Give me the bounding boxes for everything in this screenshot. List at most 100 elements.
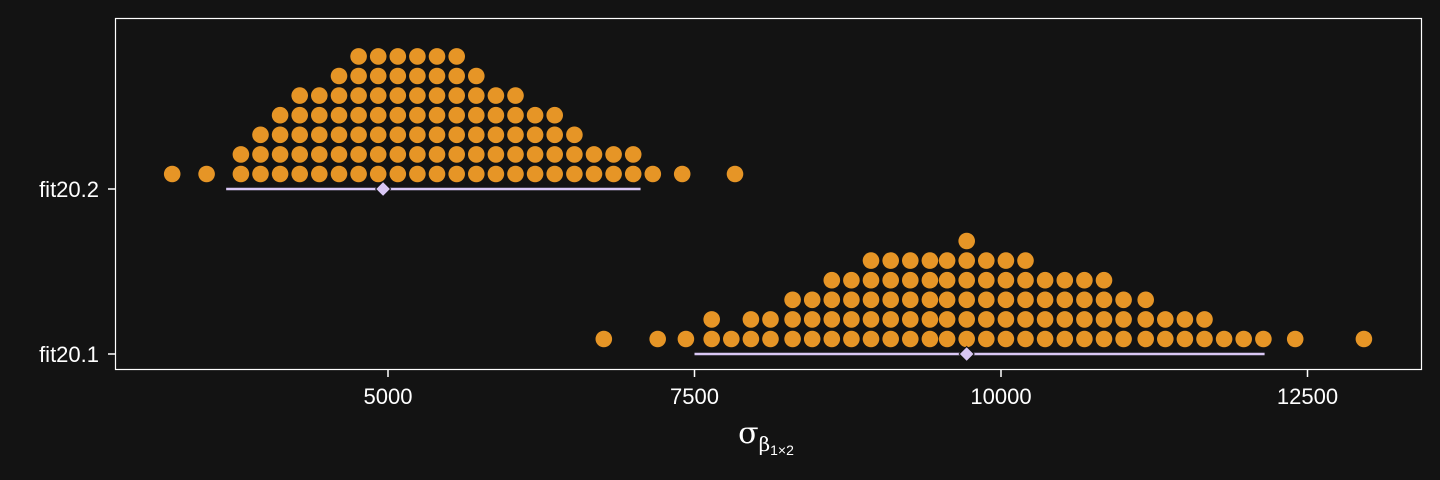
dot-fit20.2-17-3 [526,106,544,124]
dot-fit20.2-8-1 [350,146,367,163]
dot-fit20.1-14-0 [921,330,939,348]
interval-layer [226,180,1265,363]
dot-fit20.1-21-1 [1056,311,1074,328]
dot-fit20.1-9-3 [823,271,841,289]
point-estimate-fit20.1 [958,345,975,363]
dot-fit20.1-11-1 [862,311,880,328]
dot-fit20.1-26-1 [1157,311,1174,328]
dot-fit20.2-9-4 [369,87,387,104]
dot-fit20.1-5-0 [742,330,760,348]
dot-fit20.2-9-2 [369,126,387,144]
dot-fit20.1-20-0 [1036,330,1054,348]
dot-fit20.2-10-0 [389,165,407,183]
dot-fit20.2-22-0 [624,165,642,183]
dot-fit20.2-9-5 [369,67,387,85]
dot-fit20.1-10-3 [843,271,860,289]
dot-fit20.2-7-4 [330,87,348,104]
dot-fit20.1-22-3 [1076,271,1093,289]
dot-fit20.2-4-0 [271,165,289,183]
dot-fit20.1-6-1 [762,311,779,328]
dot-fit20.2-8-4 [350,87,367,104]
dot-fit20.1-18-3 [997,271,1015,289]
dot-fit20.2-15-3 [487,106,505,124]
y-tick-label-fit20.2: fit20.2 [39,177,99,202]
dot-fit20.2-15-2 [487,126,505,144]
dot-fit20.1-7-2 [784,291,801,309]
dot-fit20.1-33-0 [1355,330,1373,348]
dot-fit20.2-4-3 [271,106,289,124]
dot-fit20.2-0-0 [163,165,181,183]
dot-fit20.1-0-0 [595,330,613,348]
dot-fit20.1-18-1 [997,311,1015,328]
x-tick-label-7500: 7500 [670,384,719,409]
dot-fit20.2-16-0 [507,165,524,183]
dot-fit20.1-20-1 [1036,311,1054,328]
dot-fit20.2-5-1 [291,146,309,163]
dot-fit20.2-15-0 [487,165,505,183]
dot-fit20.2-16-2 [507,126,524,144]
dot-fit20.1-15-2 [938,291,956,309]
dot-fit20.2-16-4 [507,87,524,104]
dot-fit20.2-12-0 [428,165,446,183]
dot-fit20.2-5-0 [291,165,309,183]
dot-fit20.1-28-1 [1196,311,1213,328]
dot-fit20.1-11-3 [862,271,880,289]
dot-fit20.1-19-0 [1017,330,1034,348]
dot-fit20.2-13-4 [448,87,466,104]
dot-fit20.2-6-3 [311,106,328,124]
dot-fit20.1-17-1 [978,311,995,328]
dot-fit20.2-18-2 [546,126,563,144]
dot-fit20.1-16-1 [958,311,975,328]
dot-fit20.2-25-0 [726,165,744,183]
dot-fit20.1-4-0 [723,330,740,348]
dot-fit20.2-9-0 [369,165,387,183]
dot-fit20.1-11-4 [862,252,880,269]
dot-fit20.1-17-0 [978,330,995,348]
dot-fit20.2-8-6 [350,48,367,65]
dot-fit20.1-9-0 [823,330,841,348]
dot-fit20.1-13-1 [902,311,919,328]
dot-fit20.1-17-4 [978,252,995,269]
dot-fit20.1-20-3 [1036,271,1054,289]
dot-fit20.2-14-3 [468,106,485,124]
dot-fit20.1-7-1 [784,311,801,328]
dot-fit20.1-19-1 [1017,311,1034,328]
dot-fit20.1-16-4 [958,252,975,269]
dot-fit20.2-7-5 [330,67,348,85]
plot-panel-border [114,17,1423,371]
dot-fit20.2-9-1 [369,146,387,163]
dot-fit20.1-14-2 [921,291,939,309]
dot-fit20.2-9-6 [369,48,387,65]
dot-fit20.1-14-3 [921,271,939,289]
dot-fit20.1-16-3 [958,271,975,289]
dot-fit20.2-11-3 [409,106,426,124]
dot-fit20.1-6-0 [762,330,779,348]
dot-fit20.1-12-4 [882,252,899,269]
dot-fit20.2-12-1 [428,146,446,163]
dot-fit20.2-3-0 [252,165,269,183]
dot-fit20.2-11-6 [409,48,426,65]
dot-fit20.2-10-1 [389,146,407,163]
dot-fit20.1-12-2 [882,291,899,309]
dot-fit20.2-3-2 [252,126,269,144]
dot-fit20.1-20-2 [1036,291,1054,309]
dot-fit20.1-16-5 [958,232,975,250]
dot-fit20.1-23-0 [1095,330,1113,348]
dot-fit20.2-21-1 [605,146,622,163]
dot-fit20.1-15-1 [938,311,956,328]
dot-fit20.1-11-2 [862,291,880,309]
dot-fit20.2-14-5 [468,67,485,85]
dot-fit20.1-7-0 [784,330,801,348]
dot-fit20.1-19-3 [1017,271,1034,289]
dot-fit20.1-14-1 [921,311,939,328]
dot-fit20.1-2-0 [677,330,695,348]
dot-fit20.2-1-0 [198,165,215,183]
dot-fit20.1-28-0 [1196,330,1213,348]
dot-fit20.2-8-0 [350,165,367,183]
dot-fit20.2-14-0 [468,165,485,183]
dot-fit20.2-6-0 [311,165,328,183]
dot-fit20.2-10-2 [389,126,407,144]
dot-fit20.2-6-4 [311,87,328,104]
dot-fit20.2-7-1 [330,146,348,163]
dot-fit20.2-13-5 [448,67,466,85]
